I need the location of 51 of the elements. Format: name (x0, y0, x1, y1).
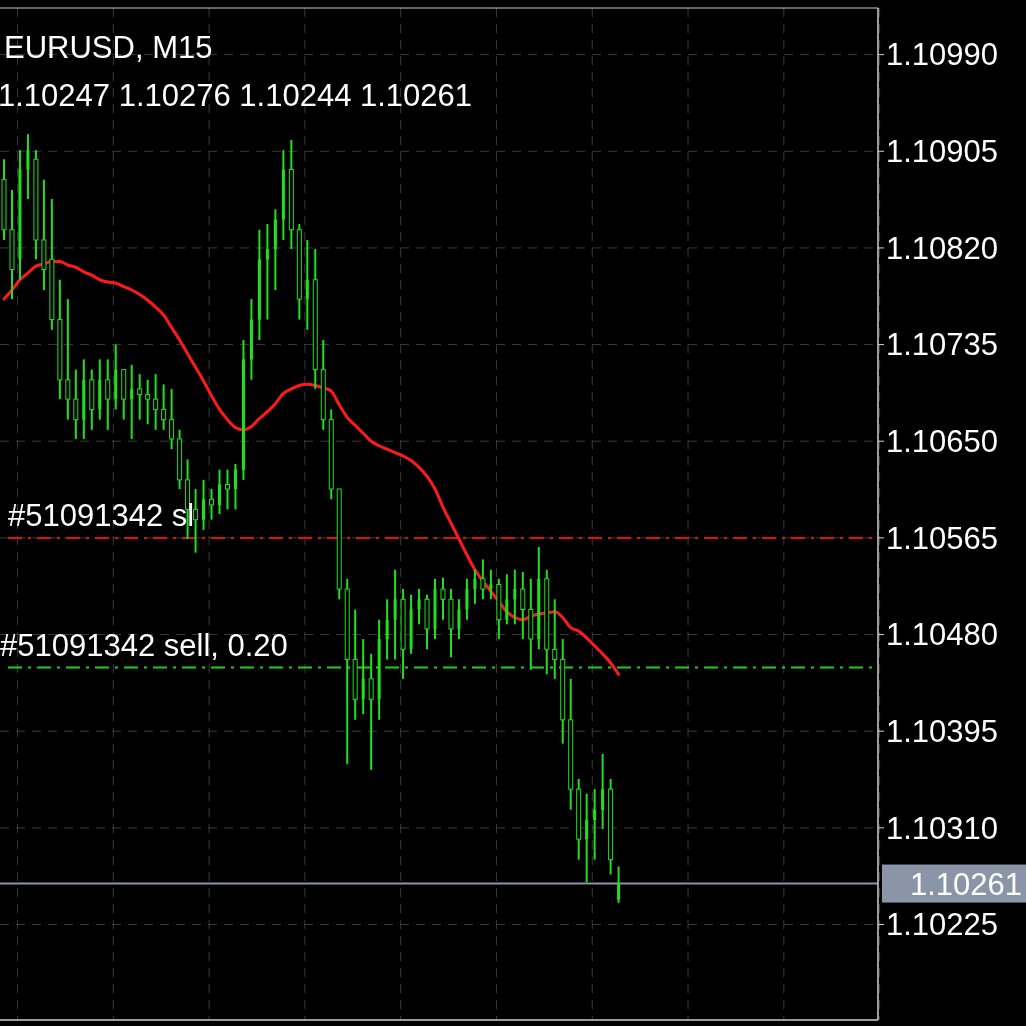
candlestick (73, 368, 79, 440)
y-tick-label: 1.10650 (886, 424, 999, 460)
candlestick (505, 573, 509, 626)
candlestick (489, 568, 493, 601)
y-tick-label: 1.10395 (886, 714, 999, 750)
candlestick (393, 568, 397, 661)
candlestick (105, 358, 111, 431)
candlestick (593, 788, 597, 861)
candlestick (617, 865, 621, 904)
candlestick (601, 752, 605, 830)
candlestick (209, 487, 215, 521)
candlestick (224, 468, 230, 511)
y-tick-label: 1.10310 (886, 810, 999, 846)
candlestick (153, 373, 159, 431)
y-tick-label: 1.10905 (886, 134, 999, 170)
candlestick (233, 462, 237, 511)
y-tick-label: 1.10565 (886, 520, 999, 556)
candlestick (440, 576, 446, 621)
text: EURUSD, M15 (4, 30, 213, 65)
candlestick (520, 570, 526, 641)
candlestick (480, 558, 486, 601)
candlestick (385, 598, 389, 661)
candlestick (26, 133, 30, 201)
candlestick (361, 638, 365, 716)
candlestick (193, 487, 199, 554)
y-tick-label: 1.10820 (886, 230, 999, 266)
candlestick (265, 223, 269, 321)
ref-line-label: 1.10261 (909, 866, 1022, 902)
candlestick (169, 387, 175, 451)
candlestick (465, 577, 469, 621)
candlestick (161, 383, 167, 431)
y-tick-label: 1.10990 (886, 37, 999, 73)
candlestick (137, 373, 143, 421)
y-tick-label: 1.10480 (886, 617, 999, 653)
y-tick-label: 1.10735 (886, 327, 999, 363)
line-series (2, 260, 621, 676)
candlestick (513, 568, 517, 626)
candlestick (473, 568, 477, 605)
candlestick (368, 652, 374, 771)
candlestick (552, 598, 558, 680)
candlestick (457, 598, 461, 641)
ref-line-label: #51091342 sell, 0.20 (0, 627, 288, 663)
candlestick (65, 298, 71, 421)
candlestick (305, 238, 309, 331)
candlestick (145, 378, 151, 426)
y-tick-label: 1.10225 (886, 907, 999, 943)
text: 1.10247 1.10276 1.10244 1.10261 (0, 78, 473, 113)
candlestick (202, 478, 206, 531)
candlestick (585, 792, 589, 884)
candlestick (130, 364, 134, 440)
candlestick (417, 588, 421, 626)
